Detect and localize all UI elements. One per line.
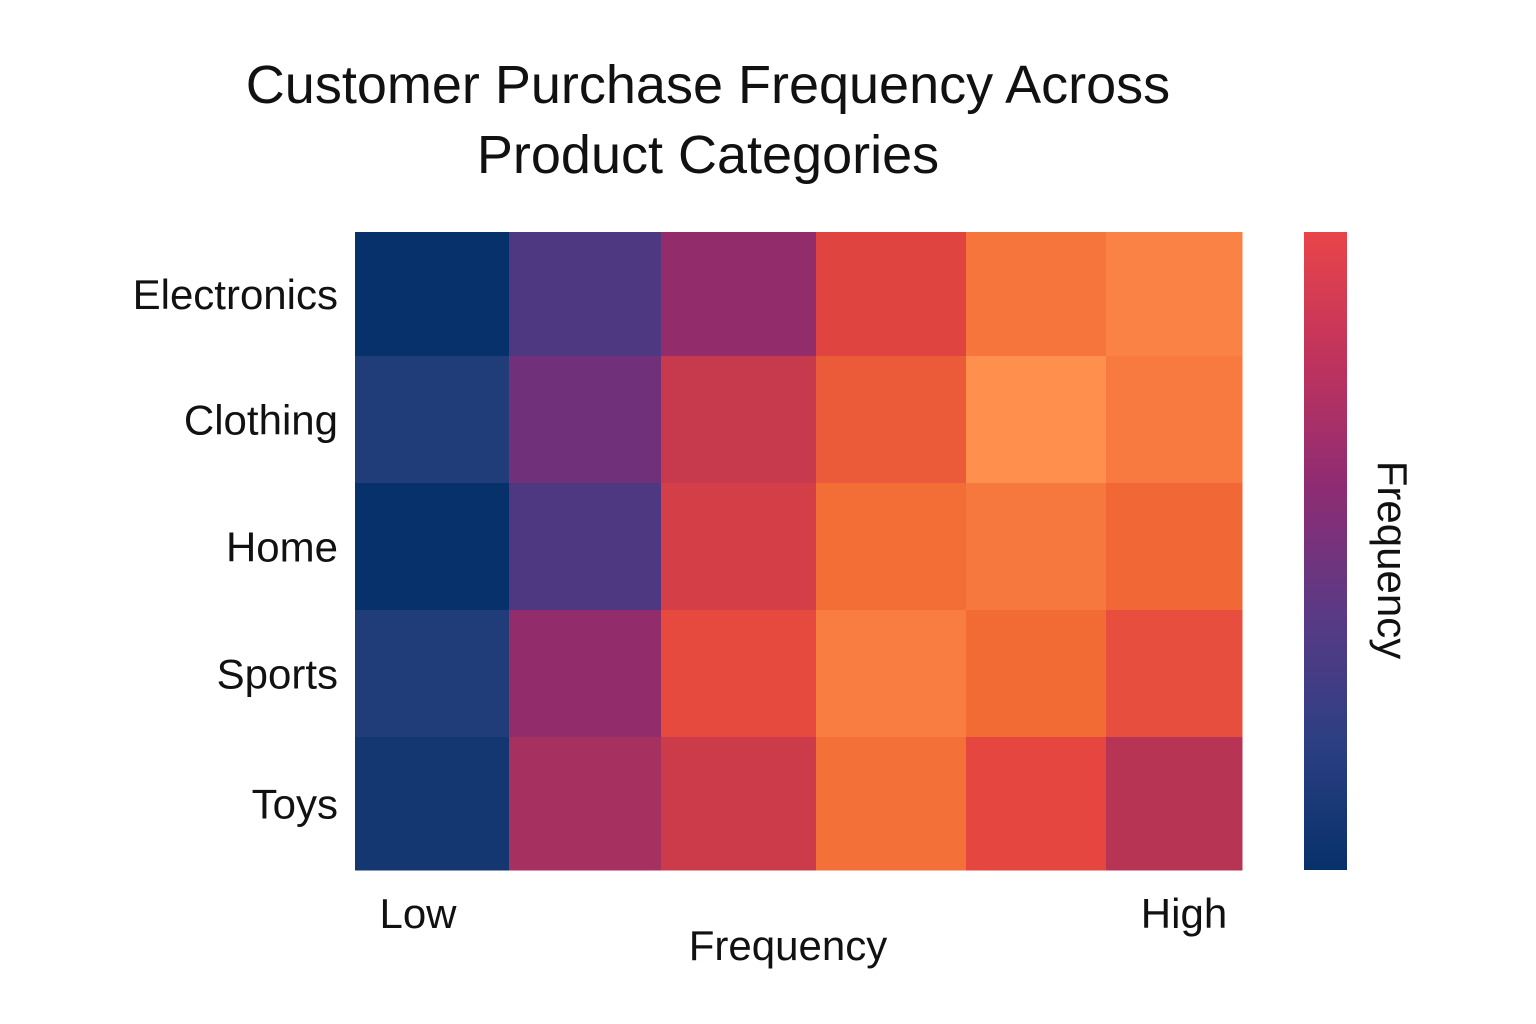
x-axis-label: Frequency	[689, 922, 887, 969]
heatmap-cell-home-4	[816, 483, 967, 611]
heatmap-cell-clothing-6	[1106, 356, 1243, 484]
heatmap-cell-toys-1	[355, 737, 510, 871]
heatmap-cell-electronics-2	[509, 232, 662, 357]
heatmap-cell-home-2	[509, 483, 662, 611]
heatmap-cell-toys-5	[966, 737, 1107, 871]
heatmap-cells	[355, 232, 1243, 871]
heatmap-cell-home-6	[1106, 483, 1243, 611]
heatmap-cell-electronics-3	[661, 232, 817, 357]
heatmap-cell-clothing-2	[509, 356, 662, 484]
heatmap-cell-sports-5	[966, 610, 1107, 738]
colorbar	[1304, 232, 1347, 870]
row-label-clothing: Clothing	[184, 397, 338, 444]
x-tick-low: Low	[379, 890, 457, 937]
heatmap-cell-toys-3	[661, 737, 817, 871]
heatmap-cell-sports-1	[355, 610, 510, 738]
row-label-toys: Toys	[252, 781, 338, 828]
heatmap-cell-sports-4	[816, 610, 967, 738]
heatmap-cell-home-3	[661, 483, 817, 611]
row-labels: Electronics Clothing Home Sports Toys	[133, 271, 338, 828]
chart-title-line-1: Customer Purchase Frequency Across	[245, 55, 1171, 115]
heatmap-cell-clothing-1	[355, 356, 510, 484]
heatmap-cell-toys-2	[509, 737, 662, 871]
chart-title-line-2: Product Categories	[476, 125, 940, 185]
x-tick-high: High	[1141, 890, 1227, 937]
heatmap-cell-electronics-6	[1106, 232, 1243, 357]
heatmap-cell-sports-6	[1106, 610, 1243, 738]
chart-title: Customer Purchase Frequency Across Produ…	[0, 50, 1416, 190]
heatmap-cell-electronics-5	[966, 232, 1107, 357]
colorbar-label: Frequency	[1369, 461, 1416, 659]
heatmap-cell-sports-3	[661, 610, 817, 738]
heatmap-cell-home-1	[355, 483, 510, 611]
heatmap-cell-electronics-1	[355, 232, 510, 357]
heatmap-cell-clothing-5	[966, 356, 1107, 484]
heatmap-cell-sports-2	[509, 610, 662, 738]
row-label-home: Home	[226, 524, 338, 571]
heatmap-cell-toys-6	[1106, 737, 1243, 871]
heatmap-cell-toys-4	[816, 737, 967, 871]
heatmap-cell-home-5	[966, 483, 1107, 611]
heatmap-cell-clothing-4	[816, 356, 967, 484]
row-label-electronics: Electronics	[133, 271, 338, 318]
heatmap-cell-electronics-4	[816, 232, 967, 357]
row-label-sports: Sports	[217, 651, 338, 698]
heatmap-cell-clothing-3	[661, 356, 817, 484]
